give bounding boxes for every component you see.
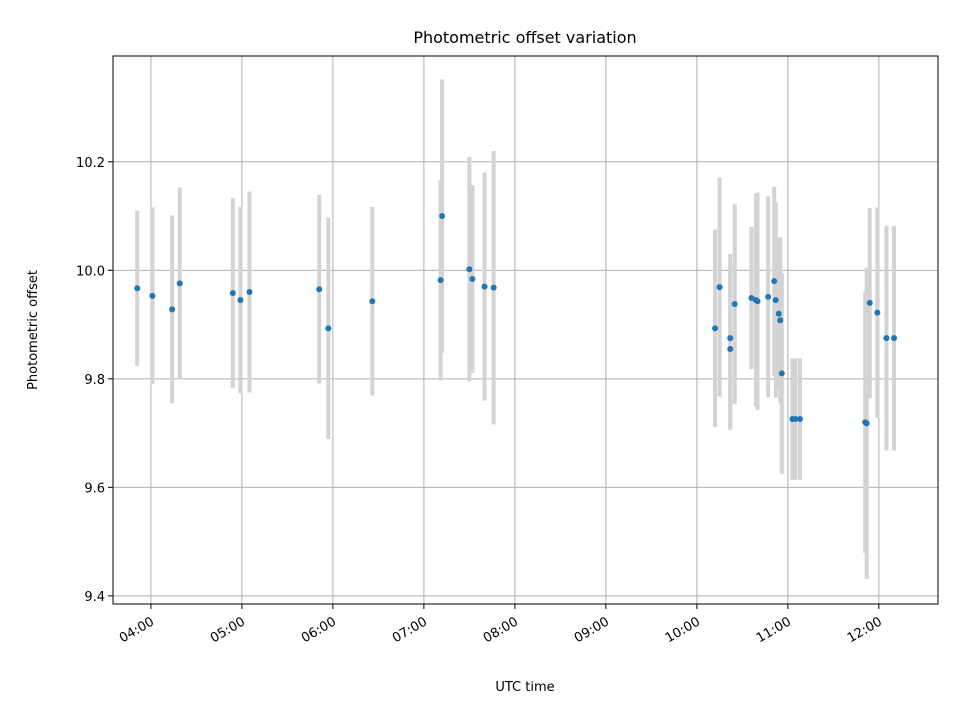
data-point (437, 277, 444, 284)
y-axis-ticks: 9.4 9.6 9.8 10.0 10.2 (76, 156, 113, 605)
data-point (176, 280, 183, 287)
x-tick-label: 07:00 (390, 614, 430, 646)
data-point (765, 293, 772, 300)
data-point (712, 325, 719, 332)
chart-title: Photometric offset variation (413, 28, 636, 47)
data-point (748, 294, 755, 301)
data-point (796, 415, 803, 422)
data-point (369, 298, 376, 305)
y-axis-label: Photometric offset (26, 270, 41, 390)
data-point (481, 283, 488, 290)
data-point (731, 300, 738, 307)
x-axis-ticks: 04:00 05:00 06:00 07:00 08:00 09:00 10:00 11:00… (117, 604, 885, 646)
data-points (134, 213, 898, 427)
data-point (169, 306, 176, 313)
data-point (466, 266, 473, 273)
data-point (316, 286, 323, 293)
data-point (325, 325, 332, 332)
x-tick-label: 10:00 (663, 614, 703, 646)
data-point (716, 284, 723, 291)
y-tick-label: 9.6 (84, 481, 105, 496)
error-bars (135, 79, 897, 580)
data-point (229, 290, 236, 297)
data-point (727, 335, 734, 342)
data-point (891, 335, 898, 342)
grid-lines (113, 56, 938, 604)
data-point (775, 310, 782, 317)
data-point (439, 213, 446, 220)
data-point (246, 289, 253, 296)
x-tick-label: 11:00 (754, 614, 794, 646)
x-tick-label: 08:00 (481, 614, 521, 646)
x-tick-label: 12:00 (845, 614, 885, 646)
data-point (727, 345, 734, 352)
data-point (883, 335, 890, 342)
x-tick-label: 06:00 (299, 614, 339, 646)
data-point (754, 298, 761, 305)
x-tick-label: 05:00 (208, 614, 248, 646)
data-point (134, 285, 141, 292)
y-tick-label: 9.4 (84, 590, 105, 605)
data-point (863, 420, 870, 427)
data-point (771, 278, 778, 285)
data-point (469, 275, 476, 282)
x-tick-label: 04:00 (117, 614, 157, 646)
y-tick-label: 10.2 (76, 156, 105, 171)
y-tick-label: 10.0 (76, 264, 105, 279)
plot-frame (112, 55, 939, 605)
data-point (866, 299, 873, 306)
y-tick-label: 9.8 (84, 373, 105, 388)
x-axis-label: UTC time (495, 680, 554, 695)
data-point (778, 370, 785, 377)
data-point (237, 297, 244, 304)
x-tick-label: 09:00 (572, 614, 612, 646)
data-point (792, 415, 799, 422)
data-point (874, 309, 881, 316)
data-point (490, 284, 497, 291)
data-point (149, 292, 156, 299)
data-point (777, 317, 784, 324)
data-point (772, 297, 779, 304)
